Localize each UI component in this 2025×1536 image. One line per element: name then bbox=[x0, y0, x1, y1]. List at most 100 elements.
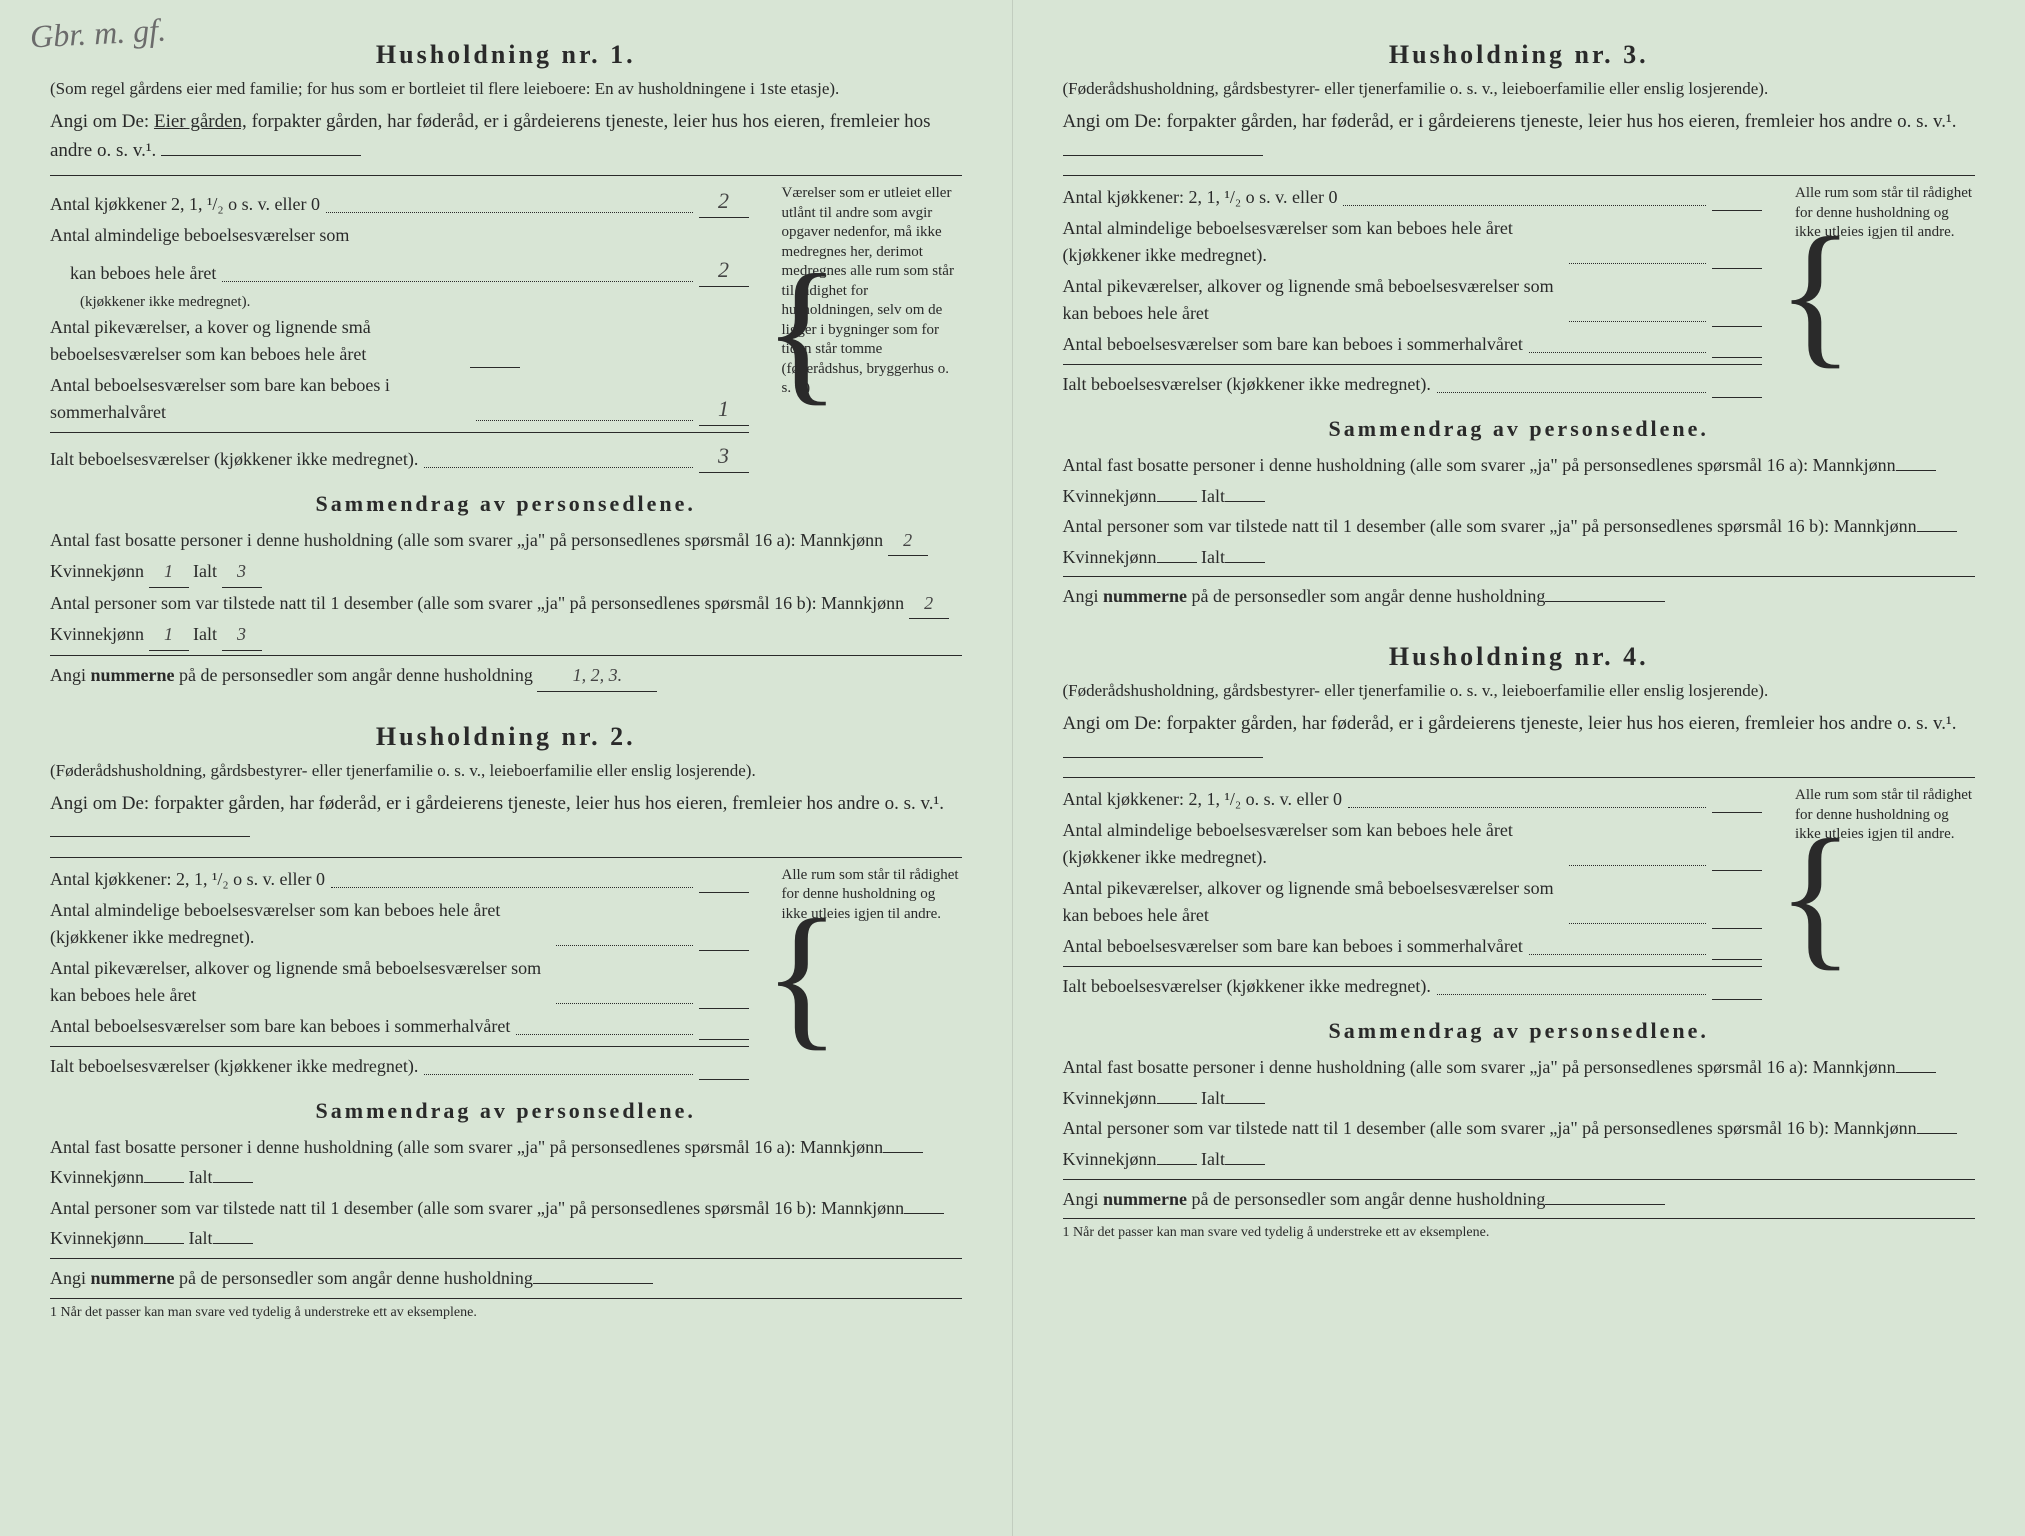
rooms2-val bbox=[1712, 326, 1762, 327]
ialt-val bbox=[699, 1079, 749, 1080]
dots bbox=[222, 281, 692, 282]
household-3-rooms-block: Antal kjøkkener: 2, 1, ¹/₂ o s. v. eller… bbox=[1063, 175, 1976, 402]
kitchens-val bbox=[1712, 210, 1762, 211]
kitchens-val bbox=[699, 892, 749, 893]
angi-prefix: Angi om De: bbox=[1063, 713, 1162, 734]
ialt-label: Ialt beboelsesværelser (kjøkkener ikke m… bbox=[1063, 371, 1431, 398]
kitchens-row: Antal kjøkkener 2, 1, ¹/₂ o s. v. eller … bbox=[50, 184, 749, 218]
ialt-val bbox=[1712, 397, 1762, 398]
tilstede-k-label: Kvinnekjønn bbox=[50, 1228, 144, 1248]
sammendrag-3-body: Antal fast bosatte personer i denne hush… bbox=[1063, 450, 1976, 612]
fast-line: Antal fast bosatte personer i denne hush… bbox=[1063, 455, 1896, 475]
tilstede-ialt-label: Ialt bbox=[189, 1228, 213, 1248]
rooms1-sub: (kjøkkener ikke medregnet). bbox=[50, 291, 749, 314]
tilstede-ialt-label: Ialt bbox=[193, 624, 217, 644]
brace-icon: { bbox=[764, 866, 841, 1084]
rooms1-val bbox=[699, 950, 749, 951]
angi-prefix: Angi om De: bbox=[50, 793, 149, 814]
kitchens-label: Antal kjøkkener: 2, 1, ¹/₂ o s. v. eller… bbox=[1063, 184, 1338, 211]
fast-m bbox=[1896, 1072, 1936, 1073]
rooms2-val bbox=[470, 367, 520, 368]
household-1-title: Husholdning nr. 1. bbox=[50, 40, 962, 70]
nummerne-val bbox=[1545, 601, 1665, 602]
tilstede-m bbox=[1917, 1133, 1957, 1134]
rooms1-val: 2 bbox=[699, 253, 749, 287]
right-page: Husholdning nr. 3. (Føderådshusholdning,… bbox=[1013, 0, 2025, 1536]
household-4: Husholdning nr. 4. (Føderådshusholdning,… bbox=[1063, 642, 1976, 1241]
fast-k bbox=[1157, 501, 1197, 502]
fast-line: Antal fast bosatte personer i denne hush… bbox=[50, 530, 883, 550]
nummerne-val bbox=[1545, 1204, 1665, 1205]
tilstede-line: Antal personer som var tilstede natt til… bbox=[1063, 1118, 1917, 1138]
kitchens-val: 2 bbox=[699, 184, 749, 218]
rooms1-val bbox=[1712, 870, 1762, 871]
fast-ialt bbox=[213, 1182, 253, 1183]
footnote-left: 1 Når det passer kan man svare ved tydel… bbox=[50, 1305, 962, 1321]
tilstede-ialt bbox=[1225, 562, 1265, 563]
side-note-4: { Alle rum som står til rådighet for den… bbox=[1777, 786, 1975, 1004]
rooms2-label: Antal pikeværelser, a kover og lignende … bbox=[50, 314, 470, 368]
rooms-left: Antal kjøkkener: 2, 1, ¹/₂ o s. v. eller… bbox=[50, 866, 749, 1084]
rooms1-label: Antal almindelige beboelsesværelser som … bbox=[50, 897, 550, 951]
left-page: Gbr. m. gf. Husholdning nr. 1. (Som rege… bbox=[0, 0, 1013, 1536]
nummerne-line: Angi nummerne på de personsedler som ang… bbox=[1063, 1189, 1546, 1209]
fast-k-label: Kvinnekjønn bbox=[1063, 1088, 1157, 1108]
rooms1-label-a: Antal almindelige beboelsesværelser som bbox=[50, 222, 349, 249]
sammendrag-2-body: Antal fast bosatte personer i denne hush… bbox=[50, 1132, 962, 1294]
tilstede-ialt bbox=[1225, 1164, 1265, 1165]
rooms3-label: Antal beboelsesværelser som bare kan beb… bbox=[1063, 933, 1523, 960]
fast-ialt-label: Ialt bbox=[189, 1167, 213, 1187]
tilstede-k-label: Kvinnekjønn bbox=[1063, 1149, 1157, 1169]
angi-fill bbox=[1063, 757, 1263, 758]
rooms-left: Antal kjøkkener: 2, 1, ¹/₂ o. s. v. elle… bbox=[1063, 786, 1763, 1004]
household-3-note: (Føderådshusholdning, gårdsbestyrer- ell… bbox=[1063, 78, 1976, 100]
angi-rest: forpakter gården, har føderåd, er i gård… bbox=[154, 793, 944, 814]
household-2-angi: Angi om De: forpakter gården, har føderå… bbox=[50, 790, 962, 847]
tilstede-line: Antal personer som var tilstede natt til… bbox=[50, 593, 904, 613]
rooms1-label: Antal almindelige beboelsesværelser som … bbox=[1063, 817, 1563, 871]
tilstede-ialt-label: Ialt bbox=[1201, 547, 1225, 567]
fast-m: 2 bbox=[888, 525, 928, 557]
rooms2-val bbox=[1712, 928, 1762, 929]
tilstede-k-label: Kvinnekjønn bbox=[50, 624, 144, 644]
fast-k bbox=[144, 1182, 184, 1183]
sammendrag-3-title: Sammendrag av personsedlene. bbox=[1063, 416, 1976, 442]
side-note-3: { Alle rum som står til rådighet for den… bbox=[1777, 184, 1975, 402]
rooms2-label: Antal pikeværelser, alkover og lignende … bbox=[1063, 273, 1563, 327]
rooms1-label-b: kan beboes hele året bbox=[50, 260, 216, 287]
dots bbox=[476, 420, 693, 421]
ialt-val: 3 bbox=[699, 439, 749, 473]
household-3-angi: Angi om De: forpakter gården, har føderå… bbox=[1063, 108, 1976, 165]
fast-ialt-label: Ialt bbox=[1201, 486, 1225, 506]
tilstede-k bbox=[144, 1243, 184, 1244]
fast-ialt-label: Ialt bbox=[1201, 1088, 1225, 1108]
kitchens-label: Antal kjøkkener: 2, 1, ¹/₂ o s. v. eller… bbox=[50, 866, 325, 893]
angi-underlined: Eier gården, bbox=[154, 111, 247, 132]
tilstede-k bbox=[1157, 562, 1197, 563]
kitchens-label: Antal kjøkkener: 2, 1, ¹/₂ o. s. v. elle… bbox=[1063, 786, 1342, 813]
fast-k: 1 bbox=[149, 556, 189, 588]
rooms1-label: Antal almindelige beboelsesværelser som … bbox=[1063, 215, 1563, 269]
rooms-left: Antal kjøkkener: 2, 1, ¹/₂ o s. v. eller… bbox=[1063, 184, 1763, 402]
footnote-right: 1 Når det passer kan man svare ved tydel… bbox=[1063, 1225, 1976, 1241]
sammendrag-4-title: Sammendrag av personsedlene. bbox=[1063, 1018, 1976, 1044]
tilstede-ialt bbox=[213, 1243, 253, 1244]
ialt-val bbox=[1712, 999, 1762, 1000]
nummerne-line: Angi nummerne på de personsedler som ang… bbox=[1063, 586, 1546, 606]
rooms3-val bbox=[699, 1039, 749, 1040]
fast-line: Antal fast bosatte personer i denne hush… bbox=[1063, 1057, 1896, 1077]
nummerne-line: Angi nummerne på de personsedler som ang… bbox=[50, 1268, 533, 1288]
tilstede-ialt-label: Ialt bbox=[1201, 1149, 1225, 1169]
household-4-note: (Føderådshusholdning, gårdsbestyrer- ell… bbox=[1063, 680, 1976, 702]
dots bbox=[326, 212, 693, 213]
rooms1-row: Antal almindelige beboelsesværelser som … bbox=[50, 222, 749, 314]
nummerne-line: Angi nummerne på de personsedler som ang… bbox=[50, 665, 533, 685]
brace-icon: { bbox=[1777, 786, 1854, 1004]
angi-rest: forpakter gården, har føderåd, er i gård… bbox=[1166, 713, 1956, 734]
angi-fill bbox=[161, 155, 361, 156]
sammendrag-1-title: Sammendrag av personsedlene. bbox=[50, 491, 962, 517]
handwriting-annotation: Gbr. m. gf. bbox=[29, 11, 167, 55]
dots bbox=[424, 467, 692, 468]
tilstede-m bbox=[904, 1213, 944, 1214]
divider bbox=[50, 1298, 962, 1299]
